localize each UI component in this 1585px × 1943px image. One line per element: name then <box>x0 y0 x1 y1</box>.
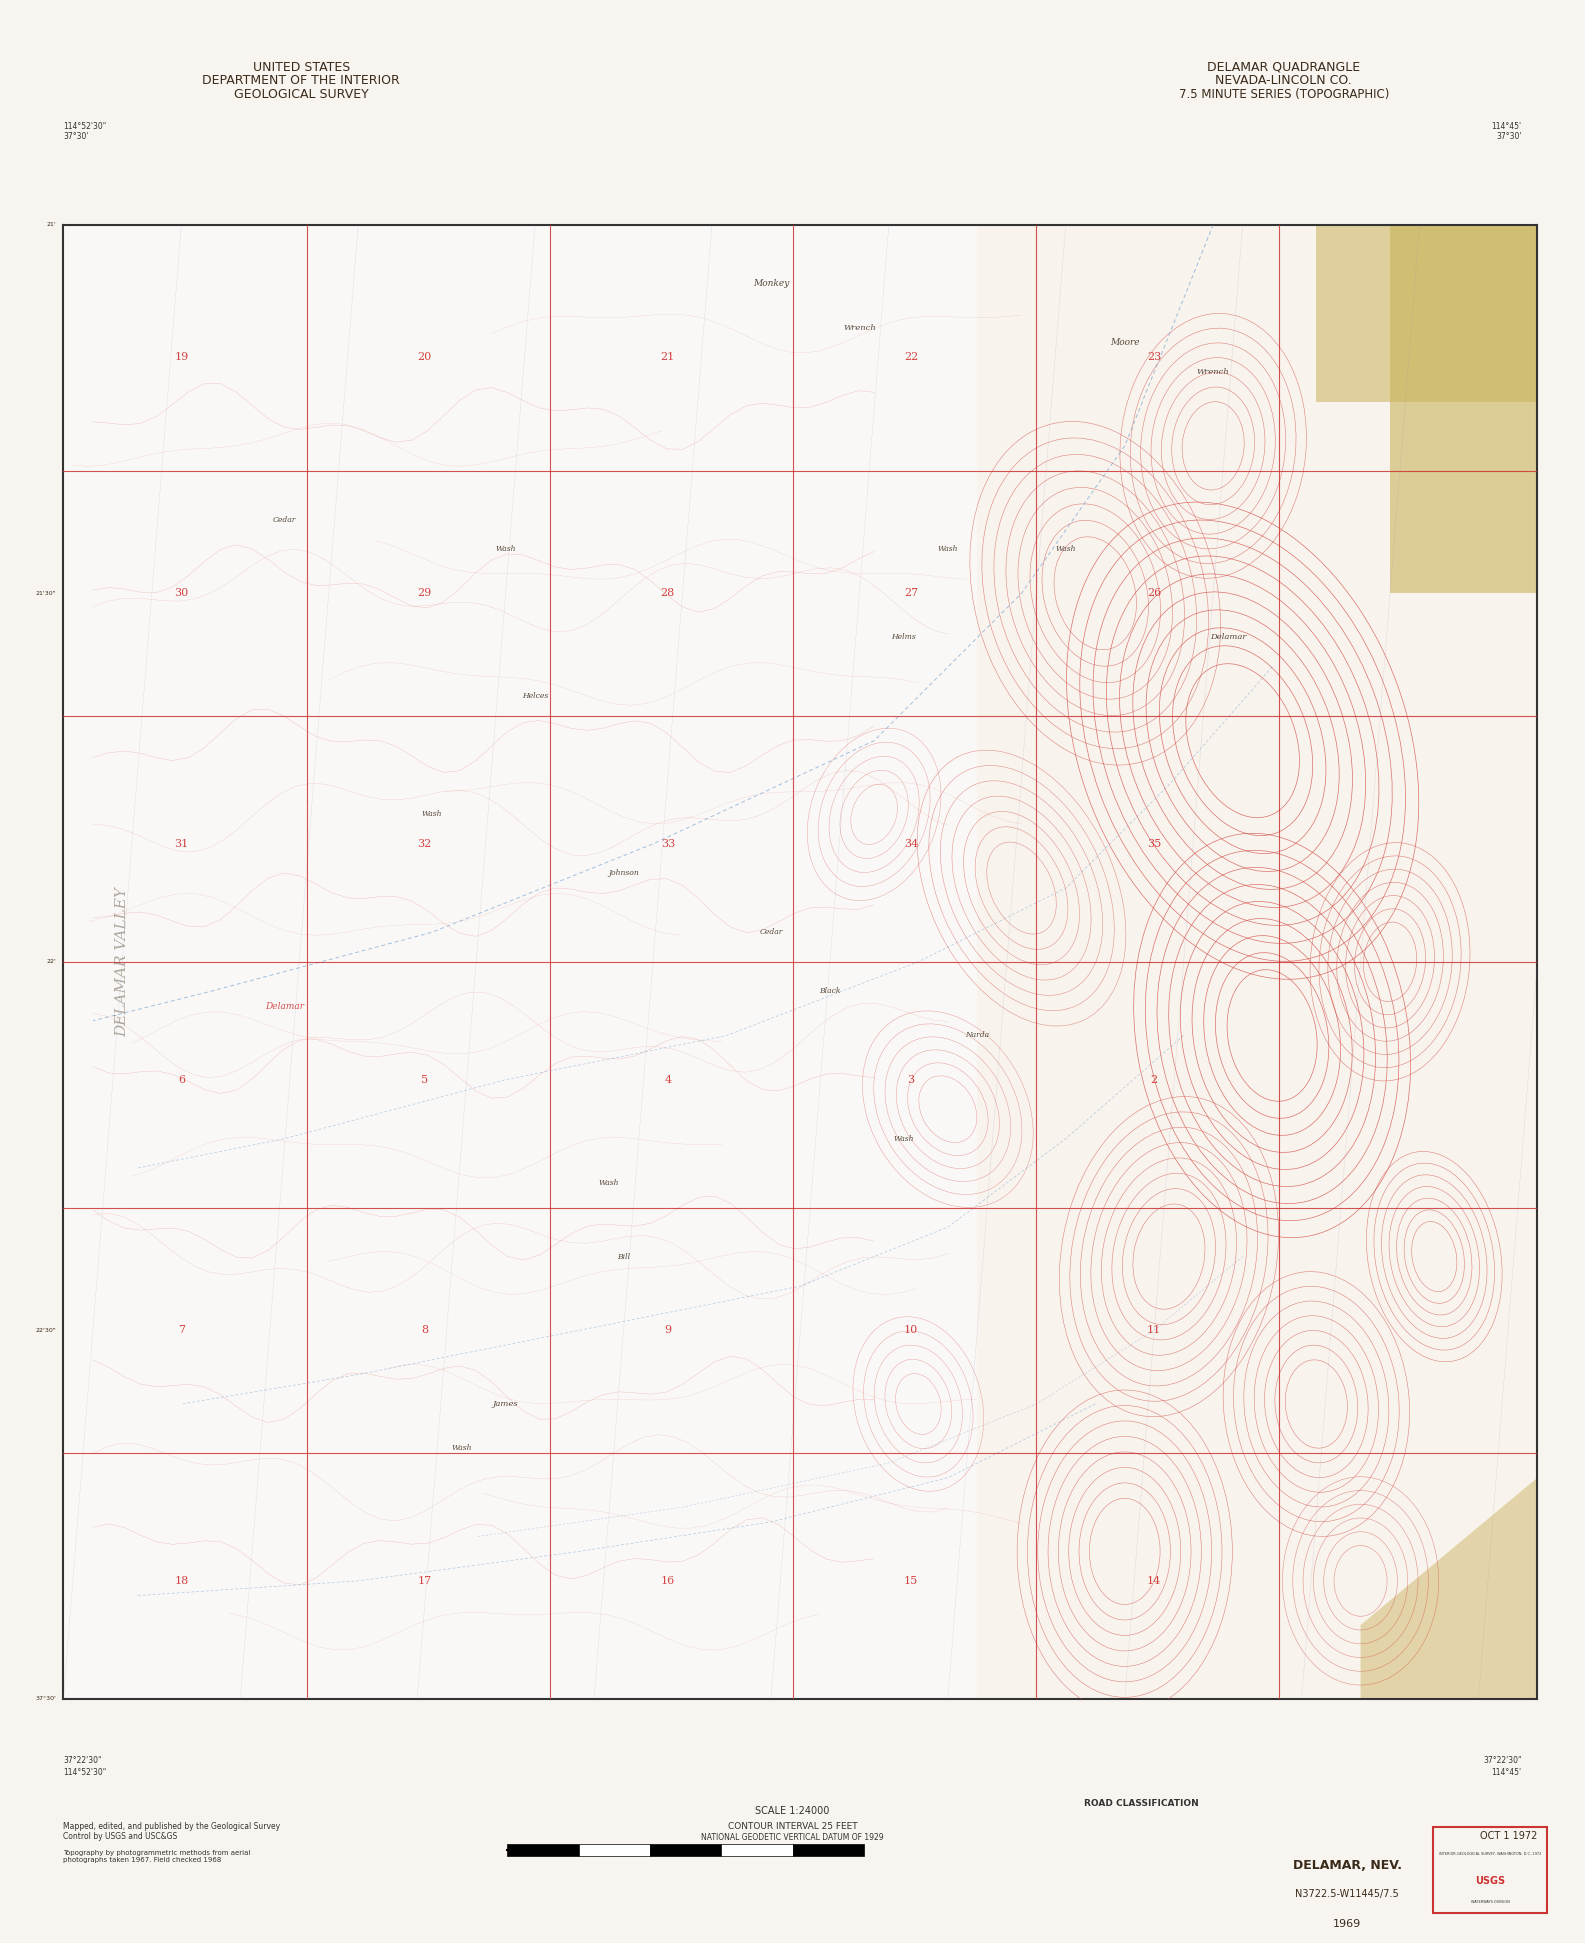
Text: Wrench: Wrench <box>1197 367 1230 377</box>
Text: 114°45': 114°45' <box>1491 1768 1522 1776</box>
Text: 15: 15 <box>903 1576 918 1585</box>
Text: Wash: Wash <box>894 1135 915 1142</box>
Text: 19: 19 <box>174 352 189 363</box>
Text: NATIONAL GEODETIC VERTICAL DATUM OF 1929: NATIONAL GEODETIC VERTICAL DATUM OF 1929 <box>701 1832 884 1842</box>
Text: 9: 9 <box>664 1325 672 1335</box>
Polygon shape <box>1390 225 1537 593</box>
Text: CONTOUR INTERVAL 25 FEET: CONTOUR INTERVAL 25 FEET <box>728 1823 857 1830</box>
Text: Bill: Bill <box>617 1253 631 1261</box>
Text: 16: 16 <box>661 1576 675 1585</box>
Text: 33: 33 <box>661 839 675 849</box>
Bar <box>1433 1826 1547 1912</box>
Text: Helms: Helms <box>891 633 916 641</box>
Text: Mapped, edited, and published by the Geological Survey: Mapped, edited, and published by the Geo… <box>63 1823 281 1830</box>
Text: Wash: Wash <box>1056 546 1076 554</box>
Text: Wash: Wash <box>422 810 442 818</box>
Text: DELAMAR QUADRANGLE: DELAMAR QUADRANGLE <box>1208 60 1360 74</box>
Text: N3722.5-W11445/7.5: N3722.5-W11445/7.5 <box>1295 1889 1400 1900</box>
Text: NEVADA-LINCOLN CO.: NEVADA-LINCOLN CO. <box>1216 74 1352 87</box>
Text: 114°52'30": 114°52'30" <box>63 122 106 130</box>
Text: 18: 18 <box>174 1576 189 1585</box>
Text: 3: 3 <box>908 1074 915 1084</box>
Polygon shape <box>978 225 1537 1698</box>
Text: OCT 1 1972: OCT 1 1972 <box>1480 1830 1537 1842</box>
Text: 37°30': 37°30' <box>63 132 89 140</box>
Text: WATERWAYS DIVISION: WATERWAYS DIVISION <box>1471 1900 1509 1904</box>
Text: 14: 14 <box>1148 1576 1162 1585</box>
Text: 1969: 1969 <box>1333 1918 1362 1929</box>
Text: 20: 20 <box>417 352 431 363</box>
Text: 114°45': 114°45' <box>1491 122 1522 130</box>
Text: UNITED STATES: UNITED STATES <box>252 60 350 74</box>
Text: 21: 21 <box>661 352 675 363</box>
Text: 35: 35 <box>1148 839 1162 849</box>
Text: 32: 32 <box>417 839 431 849</box>
Text: 31: 31 <box>174 839 189 849</box>
Text: DELAMAR VALLEY: DELAMAR VALLEY <box>116 886 130 1038</box>
Text: 29: 29 <box>417 589 431 598</box>
Text: Cedar: Cedar <box>759 929 783 937</box>
Text: 114°52'30": 114°52'30" <box>63 1768 106 1776</box>
Text: 37°30': 37°30' <box>35 1696 55 1702</box>
Text: 5: 5 <box>422 1074 428 1084</box>
Text: 30: 30 <box>174 589 189 598</box>
Text: Narda: Narda <box>965 1032 989 1040</box>
Text: 17: 17 <box>417 1576 431 1585</box>
Text: 28: 28 <box>661 589 675 598</box>
Text: 27: 27 <box>903 589 918 598</box>
Text: Wash: Wash <box>599 1179 620 1187</box>
Text: DELAMAR, NEV.: DELAMAR, NEV. <box>1293 1859 1401 1871</box>
Text: USGS: USGS <box>1474 1875 1506 1887</box>
Polygon shape <box>1316 225 1537 402</box>
Bar <box>507 1844 579 1856</box>
Text: 11: 11 <box>1148 1325 1162 1335</box>
Text: 34: 34 <box>903 839 918 849</box>
Text: 7.5 MINUTE SERIES (TOPOGRAPHIC): 7.5 MINUTE SERIES (TOPOGRAPHIC) <box>1179 87 1388 101</box>
Text: 21'30": 21'30" <box>35 591 55 597</box>
Text: Monkey: Monkey <box>753 280 789 288</box>
Text: 7: 7 <box>178 1325 185 1335</box>
Text: Moore: Moore <box>1110 338 1140 348</box>
Text: 37°30': 37°30' <box>1496 132 1522 140</box>
Text: 6: 6 <box>178 1074 185 1084</box>
Text: 23: 23 <box>1148 352 1162 363</box>
Text: Delamar: Delamar <box>1209 633 1246 641</box>
Text: 4: 4 <box>664 1074 672 1084</box>
Text: 10: 10 <box>903 1325 918 1335</box>
Text: DEPARTMENT OF THE INTERIOR: DEPARTMENT OF THE INTERIOR <box>203 74 399 87</box>
Text: Wash: Wash <box>938 546 957 554</box>
Text: 26: 26 <box>1148 589 1162 598</box>
Text: Black: Black <box>819 987 840 995</box>
Text: 22'30": 22'30" <box>35 1327 55 1333</box>
Bar <box>792 1844 864 1856</box>
Text: 8: 8 <box>422 1325 428 1335</box>
Text: 22: 22 <box>903 352 918 363</box>
Text: INTERIOR-GEOLOGICAL SURVEY, WASHINGTON, D.C.-1972: INTERIOR-GEOLOGICAL SURVEY, WASHINGTON, … <box>1439 1852 1541 1856</box>
Text: Control by USGS and USC&GS: Control by USGS and USC&GS <box>63 1832 178 1840</box>
Text: ROAD CLASSIFICATION: ROAD CLASSIFICATION <box>1084 1799 1198 1807</box>
Text: Topography by photogrammetric methods from aerial
photographs taken 1967. Field : Topography by photogrammetric methods fr… <box>63 1850 250 1863</box>
Text: Helces: Helces <box>521 692 548 701</box>
Text: James: James <box>493 1401 518 1409</box>
Text: 37°22'30": 37°22'30" <box>63 1756 101 1764</box>
Text: 22': 22' <box>46 960 55 964</box>
Text: 21': 21' <box>46 222 55 227</box>
Text: Cedar: Cedar <box>273 515 296 523</box>
Polygon shape <box>1360 1479 1537 1698</box>
Bar <box>650 1844 721 1856</box>
Text: 37°22'30": 37°22'30" <box>1484 1756 1522 1764</box>
Text: Wrench: Wrench <box>843 324 877 332</box>
Text: GEOLOGICAL SURVEY: GEOLOGICAL SURVEY <box>233 87 369 101</box>
Text: SCALE 1:24000: SCALE 1:24000 <box>756 1805 829 1817</box>
Text: Delamar: Delamar <box>265 1001 304 1010</box>
Text: Wash: Wash <box>452 1444 472 1451</box>
Text: Wash: Wash <box>496 546 515 554</box>
Text: Johnson: Johnson <box>609 869 639 878</box>
Bar <box>579 1844 650 1856</box>
Text: 2: 2 <box>1151 1074 1157 1084</box>
Bar <box>721 1844 792 1856</box>
